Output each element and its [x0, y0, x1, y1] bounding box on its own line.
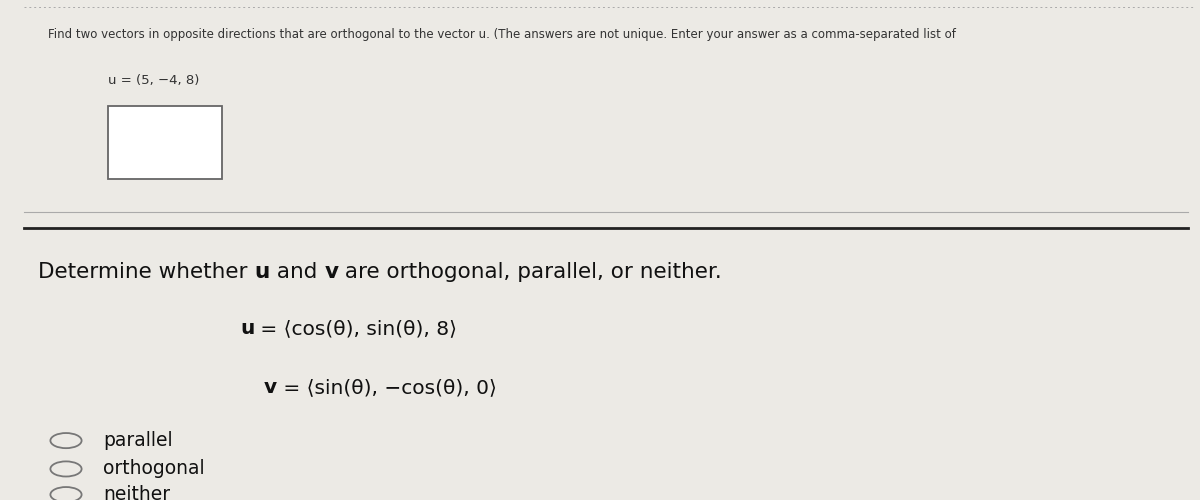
- FancyBboxPatch shape: [108, 106, 222, 180]
- Text: = ⟨sin(θ), −cos(θ), 0⟩: = ⟨sin(θ), −cos(θ), 0⟩: [277, 378, 497, 398]
- Text: = ⟨cos(θ), sin(θ), 8⟩: = ⟨cos(θ), sin(θ), 8⟩: [254, 319, 457, 338]
- Text: v: v: [264, 378, 277, 398]
- Text: and: and: [270, 262, 324, 282]
- Text: are orthogonal, parallel, or neither.: are orthogonal, parallel, or neither.: [338, 262, 722, 282]
- Text: v: v: [324, 262, 338, 282]
- Text: neither: neither: [103, 485, 170, 500]
- Text: orthogonal: orthogonal: [103, 460, 205, 478]
- Text: parallel: parallel: [103, 431, 173, 450]
- Text: Find two vectors in opposite directions that are orthogonal to the vector u. (Th: Find two vectors in opposite directions …: [48, 28, 956, 40]
- Text: u: u: [240, 319, 254, 338]
- Text: u = (5, −4, 8): u = (5, −4, 8): [108, 74, 199, 86]
- Text: u: u: [254, 262, 270, 282]
- Text: Determine whether: Determine whether: [38, 262, 254, 282]
